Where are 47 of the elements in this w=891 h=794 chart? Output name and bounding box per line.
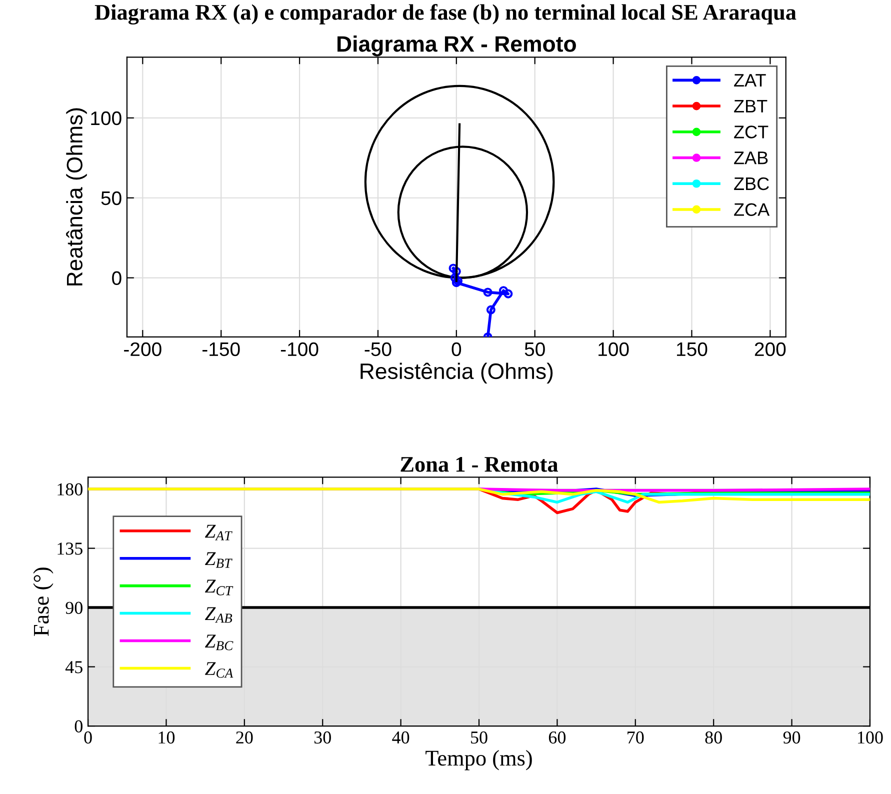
y-tick-label: 90 bbox=[66, 602, 82, 614]
x-axis-title: Tempo (ms) bbox=[426, 750, 532, 770]
y-tick-label: 0 bbox=[112, 271, 122, 286]
legend-label: ZBT bbox=[734, 100, 768, 112]
text: Diagrama RX (a) e comparador de fase (b) no terminal local SE Araraqua bbox=[94, 4, 796, 25]
x-tick-label: 0 bbox=[452, 342, 462, 356]
x-tick-label: 50 bbox=[524, 342, 545, 356]
x-axis-title: Resistência (Ohms) bbox=[360, 362, 553, 384]
legend-label: ZAB bbox=[734, 152, 768, 164]
y-tick-label: 45 bbox=[65, 661, 82, 674]
y-tick-label: 180 bbox=[58, 483, 82, 496]
x-tick-label: 80 bbox=[705, 731, 722, 744]
legend-label: Z$_{CT}$ bbox=[205, 580, 234, 596]
x-tick-label: 100 bbox=[858, 731, 883, 744]
x-tick-label: 0 bbox=[84, 731, 92, 744]
x-tick-label: -50 bbox=[364, 342, 392, 356]
legend-label: ZAT bbox=[734, 74, 766, 87]
x-tick-label: -150 bbox=[202, 342, 240, 356]
legend-label: ZBC bbox=[734, 177, 769, 190]
y-tick-label: 100 bbox=[91, 111, 122, 126]
y-tick-label: 0 bbox=[74, 720, 82, 732]
legend-label: Z$_{BT}$ bbox=[205, 552, 232, 568]
y-axis-title: Fase (°) bbox=[33, 568, 54, 636]
legend-label: ZCT bbox=[734, 126, 768, 138]
x-tick-label: 40 bbox=[392, 731, 410, 744]
x-tick-label: 90 bbox=[783, 731, 800, 744]
x-tick-label: 60 bbox=[548, 731, 566, 744]
y-tick-label: 135 bbox=[58, 542, 82, 555]
legend-label: Z$_{BC}$ bbox=[205, 634, 234, 650]
x-tick-label: 30 bbox=[314, 731, 331, 744]
x-tick-label: -100 bbox=[280, 342, 318, 356]
x-tick-label: 50 bbox=[471, 731, 488, 744]
x-tick-label: -200 bbox=[124, 342, 162, 356]
x-tick-label: 20 bbox=[236, 731, 253, 744]
y-tick-label: 50 bbox=[101, 191, 122, 206]
x-tick-label: 100 bbox=[598, 342, 629, 356]
y-axis-title: Reatância (Ohms) bbox=[66, 108, 87, 286]
legend-label: Z$_{AB}$ bbox=[205, 607, 232, 623]
legend-label: ZCA bbox=[734, 203, 770, 216]
x-tick-label: 200 bbox=[754, 342, 786, 356]
x-tick-label: 70 bbox=[628, 731, 644, 744]
x-tick-label: 10 bbox=[158, 731, 175, 744]
legend-label: Z$_{CA}$ bbox=[205, 662, 234, 678]
chart-title: Zona 1 - Remota bbox=[400, 456, 558, 472]
chart-title: Diagrama RX - Remoto bbox=[338, 36, 576, 56]
x-tick-label: 150 bbox=[676, 342, 708, 356]
legend-label: Z$_{AT}$ bbox=[205, 524, 232, 540]
